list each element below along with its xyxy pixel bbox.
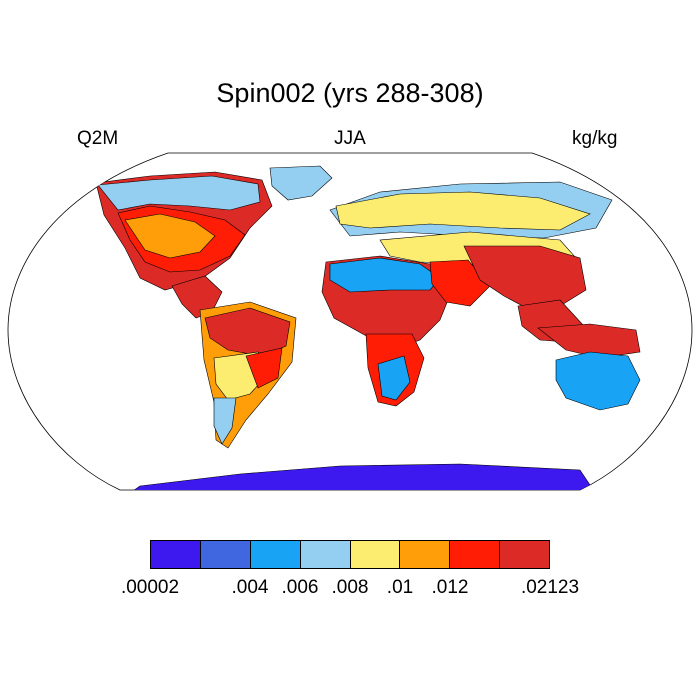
colorbar-tick-label: .004 [231,577,269,598]
land-region [429,259,491,307]
chart-title: Spin002 (yrs 288-308) [216,78,484,108]
colorbar-tick-label: .012 [431,577,469,598]
colorbar-segment-3 [300,541,351,568]
colorbar-segment-2 [250,541,301,568]
colorbar-tick-label: .008 [331,577,369,598]
colorbar-segment-7 [500,541,549,568]
colorbar-segment-6 [450,541,501,568]
variable-label: Q2M [77,128,119,149]
land-region [213,397,237,445]
land-region [269,165,333,201]
units-label: kg/kg [572,128,618,149]
land-region [555,351,641,411]
season-label: JJA [334,128,366,149]
land-region [119,463,601,490]
colorbar-segment-4 [350,541,401,568]
colorbar-segment-0 [151,541,201,568]
colorbar-tick-label: .006 [281,577,319,598]
land-region [329,257,441,293]
land-region [245,347,283,389]
colorbar-tick-label: .02123 [520,577,580,598]
land-region [335,191,591,231]
colorbar [150,540,550,569]
colorbar-segment-5 [400,541,451,568]
colorbar-tick-label: .01 [386,577,414,598]
land-region [124,213,216,259]
land-region [377,355,411,401]
colorbar-tick-label: .00002 [120,577,180,598]
land-region [537,323,641,359]
colorbar-segment-1 [200,541,251,568]
land-region [97,175,261,211]
